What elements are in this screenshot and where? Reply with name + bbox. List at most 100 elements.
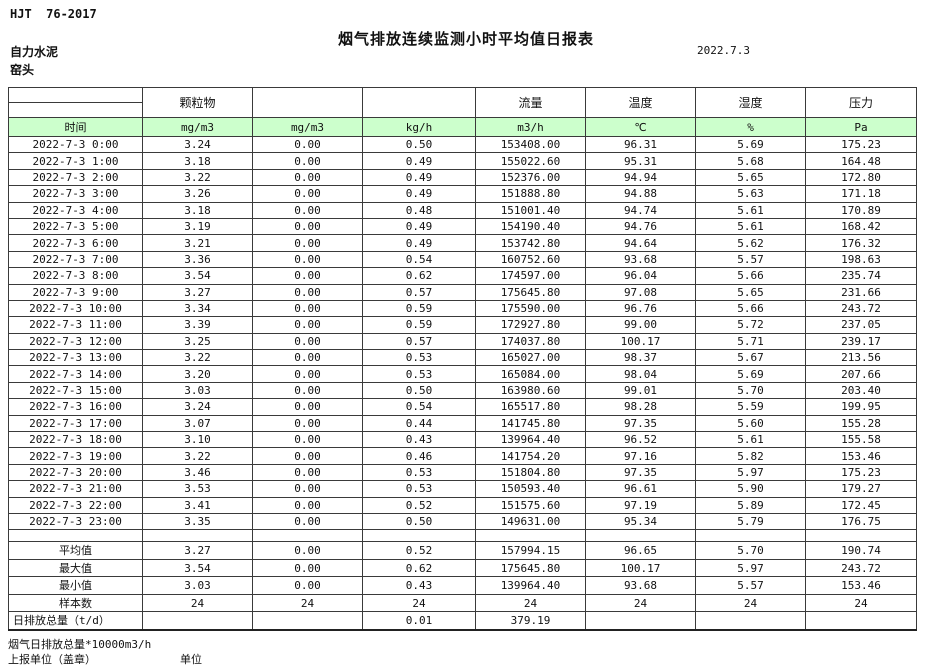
value-cell bbox=[252, 611, 363, 631]
value-cell: 231.66 bbox=[805, 283, 917, 301]
header-blank-top bbox=[8, 87, 143, 103]
table-row: 2022-7-3 9:00 3.27 0.00 0.57 175645.80 97.08 5… bbox=[8, 283, 917, 301]
value-cell: 207.66 bbox=[805, 365, 917, 383]
value-cell: 141745.80 bbox=[475, 414, 586, 433]
value-cell: 0.00 bbox=[252, 168, 363, 187]
value-cell: 0.00 bbox=[252, 217, 363, 236]
table-row: 2022-7-3 19:00 3.22 0.00 0.46 141754.20 97.16… bbox=[8, 447, 917, 465]
summary-row: 平均值 3.27 0.00 0.52 157994.15 96.65 5.70 190.74 bbox=[8, 541, 917, 560]
value-cell: 0.50 bbox=[362, 512, 476, 531]
value-cell: 5.70 bbox=[695, 381, 806, 400]
value-cell: 100.17 bbox=[585, 558, 696, 578]
value-cell: 5.59 bbox=[695, 398, 806, 416]
value-cell: 243.72 bbox=[805, 299, 917, 318]
value-cell: 0.00 bbox=[252, 558, 363, 578]
row-label-cell: 2022-7-3 14:00 bbox=[8, 365, 143, 383]
value-cell: 175645.80 bbox=[475, 283, 586, 301]
summary-row: 日排放总量（t/d） 0.01 379.19 bbox=[8, 611, 917, 631]
value-cell: 3.27 bbox=[142, 283, 253, 301]
value-cell: 0.48 bbox=[362, 201, 476, 219]
value-cell: 3.27 bbox=[142, 541, 253, 560]
table-row: 2022-7-3 12:00 3.25 0.00 0.57 174037.80 100.1… bbox=[8, 332, 917, 351]
value-cell: 97.08 bbox=[585, 283, 696, 301]
value-cell: 98.28 bbox=[585, 398, 696, 416]
value-cell: 0.46 bbox=[362, 447, 476, 465]
value-cell: 154190.40 bbox=[475, 217, 586, 236]
value-cell: 0.00 bbox=[252, 576, 363, 595]
value-cell: 5.97 bbox=[695, 558, 806, 578]
unit-mg-m3-1: mg/m3 bbox=[142, 117, 253, 137]
row-label-cell: 最大值 bbox=[8, 558, 143, 578]
value-cell: 5.89 bbox=[695, 496, 806, 514]
row-label-cell: 2022-7-3 1:00 bbox=[8, 152, 143, 170]
value-cell: 24 bbox=[805, 593, 917, 613]
value-cell: 213.56 bbox=[805, 349, 917, 367]
value-cell: 3.19 bbox=[142, 217, 253, 236]
report-date: 2022.7.3 bbox=[697, 44, 750, 57]
value-cell: 3.54 bbox=[142, 267, 253, 285]
value-cell: 153742.80 bbox=[475, 234, 586, 252]
value-cell: 5.65 bbox=[695, 168, 806, 187]
table-row: 2022-7-3 8:00 3.54 0.00 0.62 174597.00 96.04 5… bbox=[8, 267, 917, 285]
value-cell: 96.31 bbox=[585, 135, 696, 154]
value-cell: 5.97 bbox=[695, 463, 806, 482]
value-cell: 5.57 bbox=[695, 250, 806, 269]
row-label-cell: 2022-7-3 13:00 bbox=[8, 349, 143, 367]
value-cell: 3.21 bbox=[142, 234, 253, 252]
header-blank-bottom bbox=[8, 102, 143, 118]
value-cell: 151575.60 bbox=[475, 496, 586, 514]
value-cell bbox=[142, 611, 253, 631]
row-label-cell: 平均值 bbox=[8, 541, 143, 560]
value-cell: 164.48 bbox=[805, 152, 917, 170]
value-cell: 0.00 bbox=[252, 201, 363, 219]
value-cell: 93.68 bbox=[585, 250, 696, 269]
value-cell: 96.52 bbox=[585, 431, 696, 449]
value-cell: 190.74 bbox=[805, 541, 917, 560]
value-cell: 0.01 bbox=[362, 611, 476, 631]
value-cell: 3.39 bbox=[142, 316, 253, 334]
report-unit-label: 上报单位（盖章） bbox=[8, 653, 96, 666]
row-label-cell: 2022-7-3 23:00 bbox=[8, 512, 143, 531]
value-cell: 172.80 bbox=[805, 168, 917, 187]
value-cell: 3.20 bbox=[142, 365, 253, 383]
row-label-cell: 2022-7-3 7:00 bbox=[8, 250, 143, 269]
table-row: 2022-7-3 18:00 3.10 0.00 0.43 139964.40 96.52… bbox=[8, 431, 917, 449]
value-cell: 5.90 bbox=[695, 480, 806, 498]
value-cell: 237.05 bbox=[805, 316, 917, 334]
value-cell: 100.17 bbox=[585, 332, 696, 351]
table-row: 2022-7-3 15:00 3.03 0.00 0.50 163980.60 99.01… bbox=[8, 381, 917, 400]
value-cell: 0.00 bbox=[252, 398, 363, 416]
value-cell: 0.00 bbox=[252, 431, 363, 449]
value-cell: 153408.00 bbox=[475, 135, 586, 154]
value-cell: 176.32 bbox=[805, 234, 917, 252]
row-label-cell: 2022-7-3 5:00 bbox=[8, 217, 143, 236]
unit-percent: % bbox=[695, 117, 806, 137]
table-row: 2022-7-3 6:00 3.21 0.00 0.49 153742.80 94.64 5… bbox=[8, 234, 917, 252]
value-cell: 160752.60 bbox=[475, 250, 586, 269]
col-header-blank-1 bbox=[252, 87, 363, 118]
table-row: 2022-7-3 2:00 3.22 0.00 0.49 152376.00 94.94 5… bbox=[8, 168, 917, 187]
value-cell bbox=[585, 611, 696, 631]
value-cell: 0.59 bbox=[362, 316, 476, 334]
value-cell: 5.70 bbox=[695, 541, 806, 560]
value-cell: 155.28 bbox=[805, 414, 917, 433]
value-cell: 171.18 bbox=[805, 185, 917, 203]
value-cell: 3.54 bbox=[142, 558, 253, 578]
value-cell: 0.49 bbox=[362, 234, 476, 252]
value-cell: 3.25 bbox=[142, 332, 253, 351]
value-cell: 175645.80 bbox=[475, 558, 586, 578]
value-cell: 0.00 bbox=[252, 512, 363, 531]
value-cell: 3.53 bbox=[142, 480, 253, 498]
value-cell: 5.69 bbox=[695, 365, 806, 383]
table-row: 2022-7-3 10:00 3.34 0.00 0.59 175590.00 96.76… bbox=[8, 299, 917, 318]
value-cell: 172927.80 bbox=[475, 316, 586, 334]
value-cell: 24 bbox=[585, 593, 696, 613]
value-cell: 0.00 bbox=[252, 463, 363, 482]
value-cell: 5.72 bbox=[695, 316, 806, 334]
value-cell: 175.23 bbox=[805, 463, 917, 482]
row-label-cell: 2022-7-3 9:00 bbox=[8, 283, 143, 301]
value-cell: 172.45 bbox=[805, 496, 917, 514]
value-cell: 3.36 bbox=[142, 250, 253, 269]
value-cell: 176.75 bbox=[805, 512, 917, 531]
row-label-cell: 2022-7-3 19:00 bbox=[8, 447, 143, 465]
